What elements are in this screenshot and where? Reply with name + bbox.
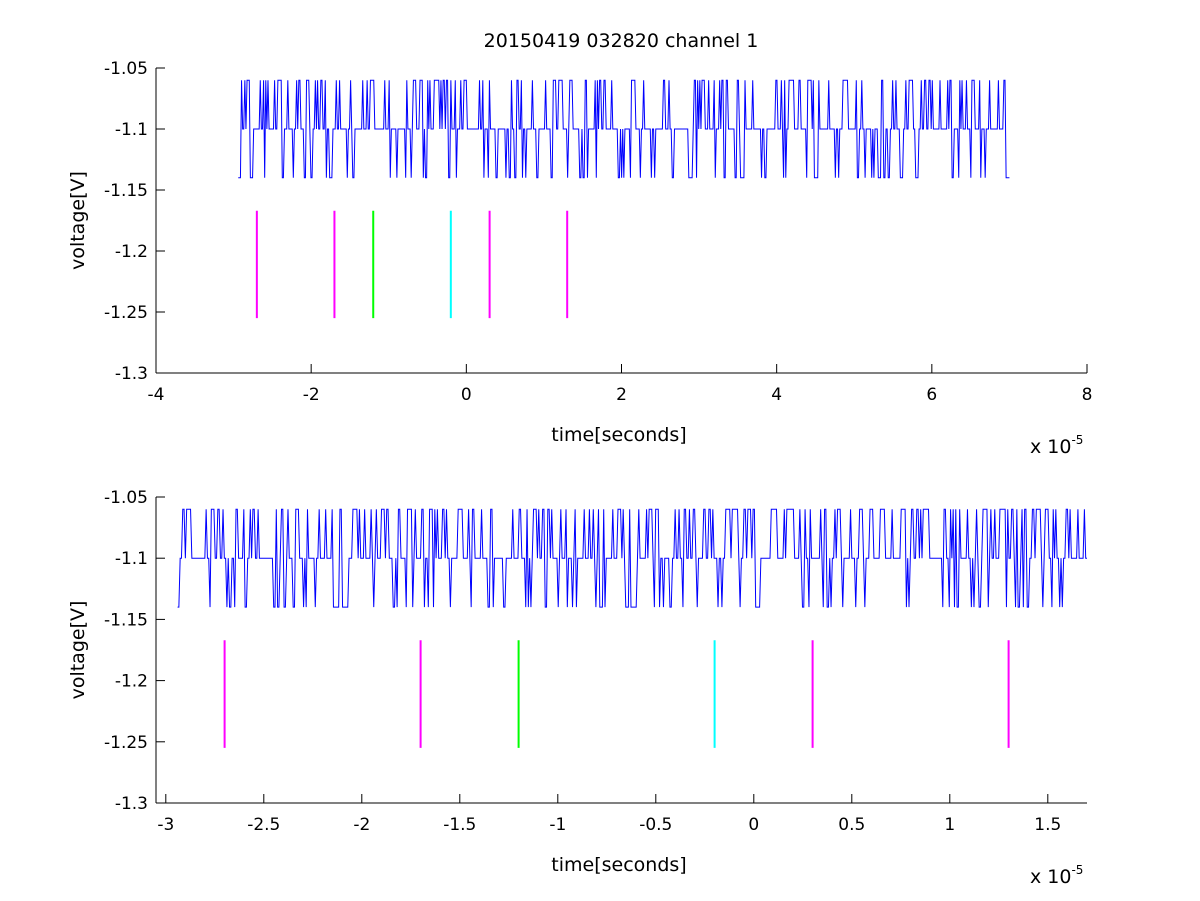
x-tick-label: 4 — [771, 385, 782, 405]
x-tick-label: -2 — [353, 815, 370, 835]
axes-bottom: -1.05 -1.1 -1.15 -1.2 -1.25 -1.3 -3 -2.5 -2 -1.5 -… — [67, 488, 1087, 888]
y-tick-label: -1.25 — [104, 733, 148, 753]
y-tick-label: -1.2 — [115, 242, 148, 262]
x-tick-label: -4 — [148, 385, 165, 405]
x-tick-label: -1.5 — [443, 815, 476, 835]
signal-trace — [177, 508, 1087, 608]
figure-title: 20150419 032820 channel 1 — [484, 30, 759, 52]
signal-trace — [238, 79, 1010, 179]
y-tick-label: -1.05 — [104, 488, 148, 508]
x-tick-label: 0 — [461, 385, 472, 405]
x-tick-label: 0 — [748, 815, 759, 835]
x-tick-label: 2 — [616, 385, 627, 405]
x-tick-label: -2.5 — [247, 815, 280, 835]
x-axis-label: time[seconds] — [551, 424, 686, 446]
axes-top: -1.05 -1.1 -1.15 -1.2 -1.25 -1.3-4 -2 0 2 4 6 8 time… — [67, 59, 1092, 458]
y-axis-label: voltage[V] — [67, 171, 89, 270]
x-tick-label: 1 — [944, 815, 955, 835]
x-tick-label: -1 — [549, 815, 566, 835]
x-tick-label: -2 — [303, 385, 320, 405]
x-axis-exponent: x 10-5 — [1030, 863, 1083, 888]
y-tick-label: -1.05 — [104, 59, 148, 79]
y-tick-label: -1.15 — [104, 610, 148, 630]
y-tick-label: -1.1 — [115, 549, 148, 569]
y-tick-label: -1.3 — [115, 364, 148, 384]
x-tick-label: 6 — [926, 385, 937, 405]
y-tick-label: -1.15 — [104, 181, 148, 201]
y-tick-label: -1.2 — [115, 672, 148, 692]
y-tick-label: -1.3 — [115, 794, 148, 814]
x-tick-label: -3 — [157, 815, 174, 835]
y-tick-label: -1.25 — [104, 303, 148, 323]
x-tick-label: 8 — [1082, 385, 1093, 405]
y-axis-label: voltage[V] — [67, 601, 89, 700]
y-tick-label: -1.1 — [115, 120, 148, 140]
x-tick-label: -0.5 — [639, 815, 672, 835]
x-tick-label: 1.5 — [1034, 815, 1061, 835]
x-tick-label: 0.5 — [838, 815, 865, 835]
x-axis-exponent: x 10-5 — [1030, 433, 1083, 458]
x-axis-label: time[seconds] — [551, 854, 686, 876]
